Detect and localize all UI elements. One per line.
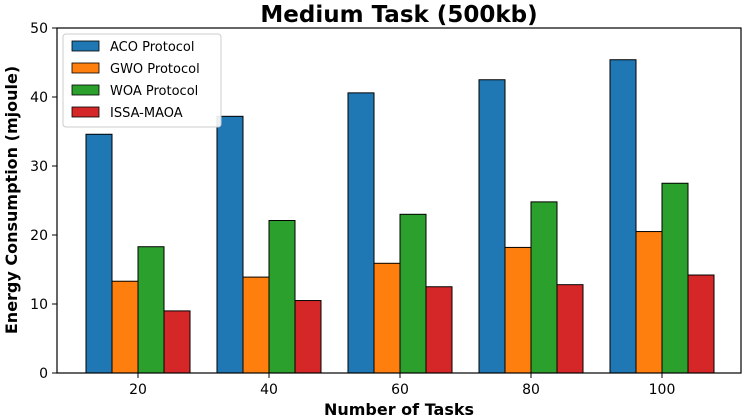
x-tick-label: 80 [522, 382, 540, 398]
legend-swatch-aco-protocol [71, 40, 100, 52]
legend: ACO Protocol GWO Protocol WOA Protocol ISSA… [62, 33, 222, 128]
y-tick-label: 30 [30, 159, 48, 175]
bar-aco-protocol-100 [609, 59, 637, 374]
x-tick-label: 20 [129, 382, 147, 398]
bar-issa-maoa-20 [163, 310, 191, 374]
bar-woa-protocol-80 [530, 201, 558, 374]
bar-issa-maoa-100 [687, 274, 715, 374]
bar-gwo-protocol-80 [504, 246, 532, 374]
bar-woa-protocol-100 [661, 182, 689, 374]
legend-swatch-gwo-protocol [71, 62, 100, 74]
bar-woa-protocol-20 [137, 246, 165, 374]
y-tick-label: 10 [30, 297, 48, 313]
y-tick-label: 0 [39, 366, 48, 382]
bar-aco-protocol-20 [85, 133, 113, 374]
legend-box [62, 33, 222, 128]
bar-gwo-protocol-60 [373, 262, 401, 374]
bar-aco-protocol-60 [347, 92, 375, 374]
axes-layer [56, 27, 742, 374]
y-tick-label: 50 [30, 21, 48, 37]
bar-woa-protocol-60 [399, 213, 427, 374]
bar-gwo-protocol-40 [242, 276, 270, 374]
y-tick-label: 40 [30, 90, 48, 106]
bar-aco-protocol-80 [478, 79, 506, 374]
ticks-layer: 0 10 20 30 40 50 20 40 60 80 100 [30, 21, 675, 398]
bar-issa-maoa-80 [556, 284, 584, 374]
legend-swatch-issa-maoa [71, 106, 100, 118]
y-axis-label: Energy Consumption (mjoule) [2, 66, 21, 334]
y-tick-label: 20 [30, 228, 48, 244]
x-axis-label: Number of Tasks [324, 400, 474, 419]
legend-label-gwo-protocol: GWO Protocol [110, 62, 200, 77]
legend-swatch-woa-protocol [71, 84, 100, 96]
x-tick-label: 100 [649, 382, 676, 398]
bar-gwo-protocol-100 [635, 231, 663, 374]
legend-label-woa-protocol: WOA Protocol [110, 84, 198, 99]
bars-layer [85, 59, 715, 374]
bar-issa-maoa-40 [294, 300, 322, 374]
legend-label-issa-maoa: ISSA-MAOA [110, 106, 183, 121]
plot-frame [56, 27, 742, 374]
chart-title: Medium Task (500kb) [260, 2, 537, 28]
bar-gwo-protocol-20 [111, 280, 139, 374]
x-tick-label: 60 [391, 382, 409, 398]
x-tick-label: 40 [260, 382, 278, 398]
legend-label-aco-protocol: ACO Protocol [110, 40, 195, 55]
bar-aco-protocol-40 [216, 115, 244, 374]
bar-woa-protocol-40 [268, 220, 296, 374]
bar-issa-maoa-60 [425, 286, 453, 374]
